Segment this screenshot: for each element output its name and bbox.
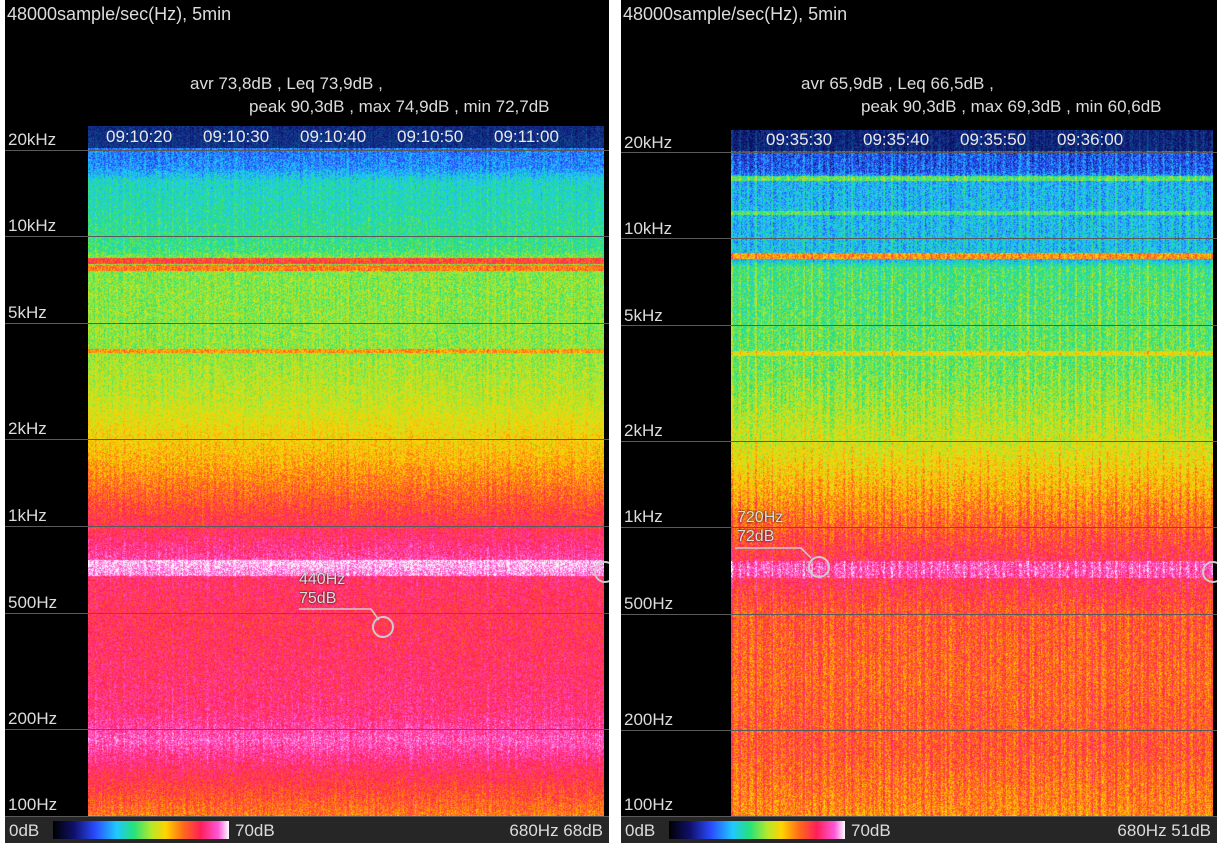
freq-label-10khz: 10kHz <box>8 216 57 235</box>
freq-gridline <box>621 441 1217 442</box>
time-label: 09:36:00 <box>1057 130 1124 149</box>
freq-gridline <box>621 816 1217 817</box>
freq-label-2khz: 2kHz <box>624 421 663 440</box>
stats-line-2: peak 90,3dB , max 74,9dB , min 72,7dB <box>249 97 550 116</box>
freq-label-10khz: 10kHz <box>624 219 673 238</box>
time-axis-bar <box>731 129 1213 151</box>
colorbar <box>669 821 845 839</box>
status-bar: 0dB 70dB 680Hz 51dB <box>621 817 1217 843</box>
marker-level: 72dB <box>737 528 775 545</box>
freq-label-5khz: 5kHz <box>624 306 663 325</box>
freq-gridline <box>5 236 609 237</box>
freq-label-100hz: 100Hz <box>624 795 674 814</box>
sample-rate-header: 48000sample/sec(Hz), 5min <box>623 4 848 24</box>
spectrogram-right[interactable] <box>731 130 1213 816</box>
time-label: 09:35:50 <box>960 130 1027 149</box>
freq-label-500hz: 500Hz <box>8 593 58 612</box>
marker-frequency: 440Hz <box>299 571 346 588</box>
colorbar-min-label: 0dB <box>625 821 656 840</box>
freq-gridline <box>5 613 609 614</box>
cursor-circle-icon <box>594 561 609 583</box>
time-label: 09:10:20 <box>106 127 173 146</box>
stats-line-1: avr 65,9dB , Leq 66,5dB , <box>801 74 994 93</box>
freq-gridline <box>5 323 609 324</box>
colorbar-max-label: 70dB <box>235 821 275 840</box>
freq-gridline <box>621 325 1217 326</box>
freq-gridline <box>5 439 609 440</box>
freq-label-1khz: 1kHz <box>624 507 663 526</box>
colorbar <box>53 821 229 839</box>
peak-marker-left[interactable] <box>5 0 609 843</box>
marker-frequency: 720Hz <box>737 509 784 526</box>
freq-gridline <box>5 816 609 817</box>
cursor-readout: 680Hz 51dB <box>1117 821 1211 840</box>
freq-label-200hz: 200Hz <box>8 709 58 728</box>
freq-label-200hz: 200Hz <box>624 710 674 729</box>
freq-label-1khz: 1kHz <box>8 506 47 525</box>
time-axis-bar <box>88 126 604 148</box>
time-label: 09:10:50 <box>397 127 464 146</box>
cursor-circle-icon <box>1202 561 1217 583</box>
spectrogram-panel-left: 48000sample/sec(Hz), 5min avr 73,8dB , L… <box>5 0 609 843</box>
freq-gridline <box>5 729 609 730</box>
time-label: 09:10:40 <box>300 127 367 146</box>
spectrogram-left[interactable] <box>88 126 604 816</box>
freq-gridline <box>621 614 1217 615</box>
spectrogram-panel-right: 48000sample/sec(Hz), 5min avr 65,9dB , L… <box>621 0 1217 843</box>
freq-label-100hz: 100Hz <box>8 795 58 814</box>
freq-gridline <box>621 527 1217 528</box>
marker-level: 75dB <box>299 590 337 607</box>
freq-gridline <box>621 152 1217 153</box>
sample-rate-header: 48000sample/sec(Hz), 5min <box>7 4 232 24</box>
freq-gridline <box>621 730 1217 731</box>
peak-marker-right[interactable] <box>621 0 1217 843</box>
freq-label-500hz: 500Hz <box>624 594 674 613</box>
colorbar-min-label: 0dB <box>9 821 40 840</box>
freq-gridline <box>5 150 609 151</box>
time-label: 09:10:30 <box>203 127 270 146</box>
freq-label-5khz: 5kHz <box>8 303 47 322</box>
time-label: 09:11:00 <box>494 127 559 146</box>
freq-gridline <box>5 526 609 527</box>
freq-label-20khz: 20kHz <box>624 133 673 152</box>
cursor-readout: 680Hz 68dB <box>509 821 603 840</box>
stats-line-2: peak 90,3dB , max 69,3dB , min 60,6dB <box>861 97 1162 116</box>
freq-label-2khz: 2kHz <box>8 419 47 438</box>
colorbar-max-label: 70dB <box>851 821 891 840</box>
freq-label-20khz: 20kHz <box>8 130 57 149</box>
time-label: 09:35:40 <box>863 130 930 149</box>
stats-line-1: avr 73,8dB , Leq 73,9dB , <box>190 74 383 93</box>
time-label: 09:35:30 <box>766 130 833 149</box>
status-bar: 0dB 70dB 680Hz 68dB <box>5 817 609 843</box>
freq-gridline <box>621 238 1217 239</box>
